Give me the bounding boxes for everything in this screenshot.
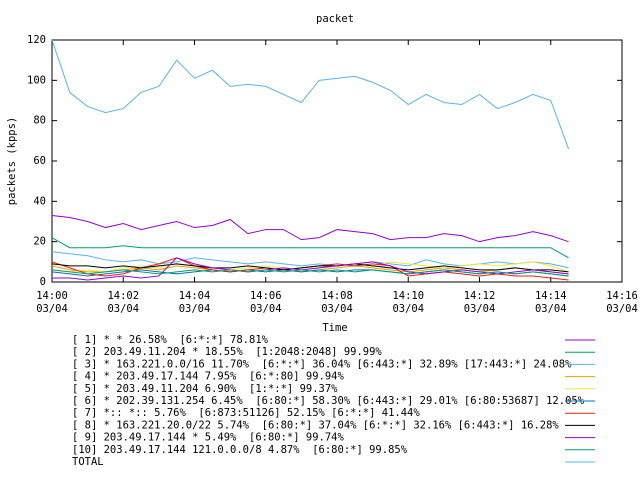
- series-line: [51, 39, 570, 150]
- series-line: [51, 263, 569, 273]
- y-tick-label: 20: [33, 236, 46, 248]
- y-tick-label: 0: [40, 276, 46, 288]
- x-tick-label: 14:12 03/04: [463, 290, 496, 315]
- y-axis-label: packets (kpps): [6, 117, 18, 206]
- x-tick-label: 14:02 03/04: [107, 290, 140, 315]
- legend-label: [ 9] 203.49.17.144 * 5.49% [6:80:*] 99.7…: [72, 432, 345, 444]
- x-tick-label: 14:04 03/04: [178, 290, 211, 315]
- y-tick-label: 120: [27, 34, 46, 46]
- series-line: [51, 237, 569, 259]
- series-line: [51, 269, 569, 277]
- x-tick-label: 14:10 03/04: [392, 290, 425, 315]
- plot-frame: [51, 39, 623, 283]
- legend-label: [ 4] * 203.49.17.144 7.95% [6:*:80] 99.9…: [72, 371, 345, 383]
- series-line: [51, 251, 569, 269]
- legend-label: [10] 203.49.17.144 121.0.0.0/8 4.87% [6:…: [72, 444, 408, 456]
- legend-label: [ 7] *:: *:: 5.76% [6:873:51126] 52.15% …: [72, 407, 420, 419]
- legend-label: [ 8] * 163.221.20.0/22 5.74% [6:80:*] 37…: [72, 419, 559, 431]
- y-tick-label: 40: [33, 195, 46, 207]
- y-tick-label: 100: [27, 74, 46, 86]
- legend-label: [ 1] * * 26.58% [6:*:*] 78.81%: [72, 334, 269, 346]
- x-tick-label: 14:16 03/04: [606, 290, 638, 315]
- x-tick-label: 14:14 03/04: [534, 290, 567, 315]
- y-tick-label: 60: [33, 155, 46, 167]
- x-axis-label: Time: [322, 322, 347, 334]
- y-tick-label: 80: [33, 115, 46, 127]
- x-tick-label: 14:08 03/04: [321, 290, 353, 315]
- x-tick-label: 14:00 03/04: [36, 290, 68, 315]
- legend-label: [ 6] * 202.39.131.254 6.45% [6:80:*] 58.…: [72, 395, 585, 407]
- x-tick-label: 14:06 03/04: [249, 290, 282, 315]
- legend-label: [ 3] * 163.221.0.0/16 11.70% [6:*:*] 36.…: [72, 358, 572, 370]
- series-line: [51, 214, 569, 243]
- series-line: [52, 257, 569, 281]
- legend-label: [ 2] 203.49.11.204 * 18.55% [1:2048:2048…: [72, 346, 382, 358]
- legend-label: TOTAL: [72, 456, 104, 468]
- legend-label: [ 5] * 203.49.11.204 6.90% [1:*:*] 99.37…: [72, 383, 338, 395]
- chart-title: packet: [316, 13, 354, 25]
